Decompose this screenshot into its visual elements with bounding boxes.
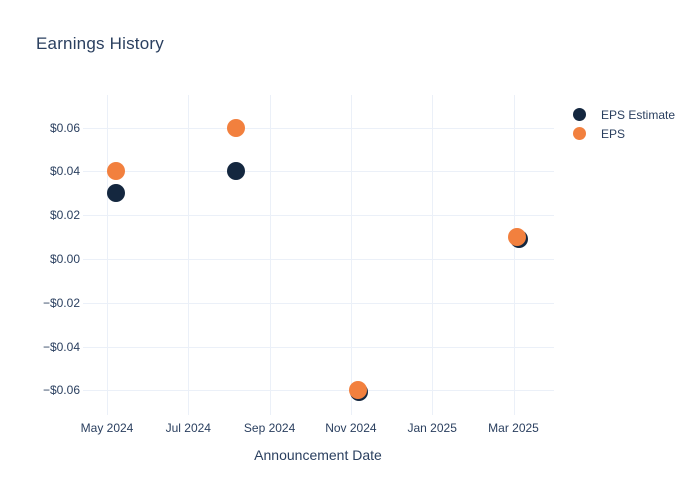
y-tick-label: $0.02 [49,208,80,223]
chart-title: Earnings History [36,34,164,53]
y-tick-label: $0.04 [49,164,80,179]
vertical-gridline [513,95,515,415]
data-point-eps[interactable] [226,118,245,137]
x-tick-label: Sep 2024 [243,421,296,435]
data-point-eps[interactable] [348,381,367,400]
vertical-gridline [188,95,190,415]
x-tick-label: Nov 2024 [325,421,377,435]
x-tick-label: May 2024 [80,421,134,435]
x-tick-label: Mar 2025 [488,421,539,435]
data-point-eps-estimate[interactable] [226,162,245,181]
data-point-eps[interactable] [106,162,125,181]
legend-label-eps-estimate: EPS Estimate [601,107,676,122]
y-tick-label: −$0.06 [42,383,80,398]
horizontal-gridline [83,127,554,129]
horizontal-gridline [83,259,554,260]
horizontal-gridline [83,346,554,348]
y-tick-label: $0.06 [49,120,80,135]
x-tick-label: Jan 2025 [407,421,457,435]
eps-estimate-marker-icon [573,108,586,121]
y-tick-label: $0.00 [49,252,80,266]
data-point-eps-estimate[interactable] [106,184,125,203]
y-tick-label: −$0.02 [42,295,80,310]
vertical-gridline [432,95,434,415]
horizontal-gridline [83,390,554,392]
horizontal-gridline [83,215,554,217]
legend-item-eps[interactable]: EPS [573,124,675,143]
data-point-eps[interactable] [508,228,527,247]
vertical-gridline [350,95,352,415]
legend-item-eps-estimate[interactable]: EPS Estimate [573,105,675,124]
legend: EPS Estimate EPS [573,105,675,143]
y-tick-label: −$0.04 [42,339,80,354]
eps-marker-icon [573,127,586,140]
x-tick-label: Jul 2024 [165,421,211,435]
x-axis-title: Announcement Date [254,447,382,463]
vertical-gridline [269,95,271,415]
vertical-gridline [107,95,108,415]
horizontal-gridline [83,171,554,173]
horizontal-gridline [83,302,554,304]
legend-label-eps: EPS [601,126,626,141]
